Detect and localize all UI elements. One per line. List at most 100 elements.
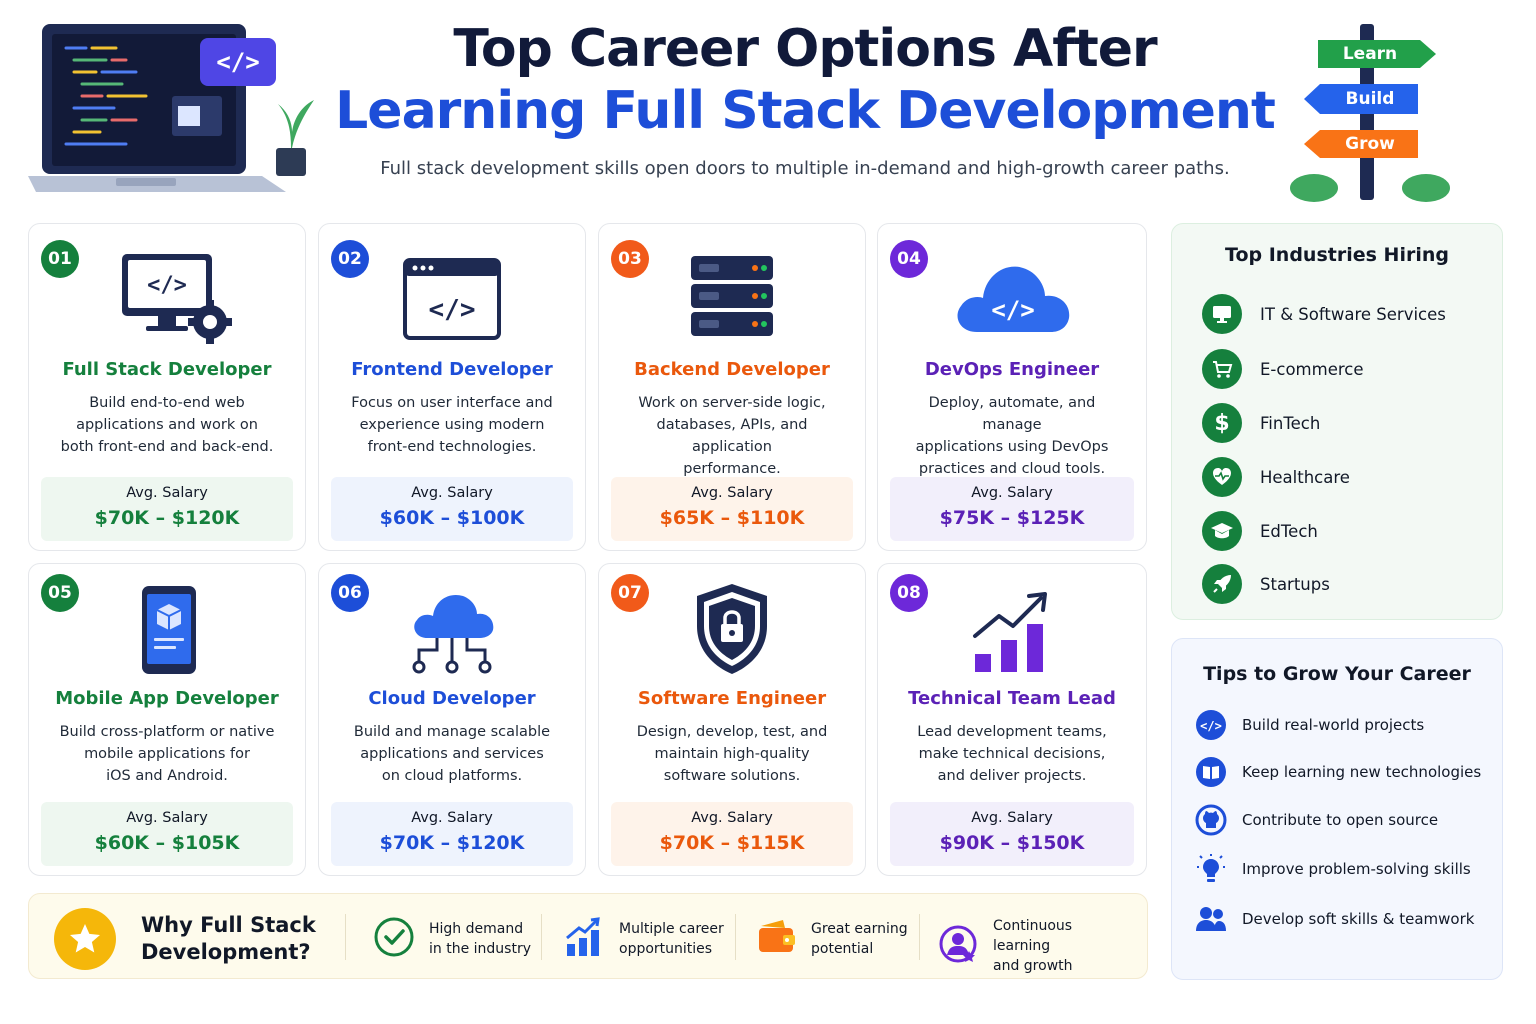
server-stack-icon [667,246,797,346]
salary-value: $90K – $150K [939,832,1085,854]
tip-item: Contribute to open source [1194,803,1438,837]
rocket-icon [1202,564,1242,604]
desc-line: maintain high-quality [654,746,810,762]
salary-value: $70K – $120K [379,832,525,854]
card-description: Design, develop, test, and maintain high… [619,721,845,787]
card-title: Mobile App Developer [55,688,279,709]
tip-item: Develop soft skills & teamwork [1194,902,1474,936]
card-title: Frontend Developer [351,359,553,380]
salary-box: Avg. Salary $60K – $100K [331,477,573,541]
industry-item: $ FinTech [1202,403,1320,443]
benefit-line: potential [811,941,874,957]
desc-line: iOS and Android. [106,768,228,784]
tips-panel: Tips to Grow Your Career </> Build real-… [1171,638,1503,980]
industry-label: IT & Software Services [1260,304,1446,324]
salary-box: Avg. Salary $70K – $120K [331,802,573,866]
svg-text:</>: </> [147,273,187,298]
svg-text:</>: </> [1200,719,1222,733]
desc-line: applications and work on [76,417,258,433]
salary-value: $65K – $110K [659,507,805,529]
benefit-line: High demand [429,921,524,937]
cloud-code-icon: </> [947,246,1077,346]
card-title: Technical Team Lead [908,688,1116,709]
career-card-frontend-developer: 02 </> Frontend Developer Focus on user … [318,223,586,551]
laptop-illustration: </> [26,20,326,205]
shield-lock-icon [667,578,797,678]
card-number-badge: 04 [890,240,928,278]
benefit-text: Continuous learning and growth [993,916,1133,976]
industry-item: Healthcare [1202,457,1350,497]
industry-item: IT & Software Services [1202,294,1446,334]
desc-line: Design, develop, test, and [636,724,828,740]
desc-line: performance. [683,461,781,477]
card-description: Build and manage scalable applications a… [339,721,565,787]
desc-line: mobile applications for [84,746,250,762]
card-number-badge: 01 [41,240,79,278]
signpost-build: Build [1345,89,1395,109]
desc-line: both front-end and back-end. [60,439,274,455]
browser-code-icon: </> [387,246,517,346]
tip-label: Build real-world projects [1242,716,1425,734]
card-number-badge: 05 [41,574,79,612]
github-icon [1194,803,1228,837]
desc-line: and deliver projects. [937,768,1087,784]
smartphone-icon [102,578,232,678]
desc-line: front-end technologies. [367,439,537,455]
divider [541,914,542,960]
benefit-line: and growth [993,958,1073,974]
star-icon [54,908,116,970]
dollar-icon: $ [1202,403,1242,443]
salary-value: $70K – $120K [94,507,240,529]
career-card-backend-developer: 03 Backend Developer Work on server-side… [598,223,866,551]
bar-growth-icon [563,916,605,962]
industry-label: E-commerce [1260,359,1364,379]
divider [919,914,920,960]
desc-line: software solutions. [663,768,801,784]
desc-line: Build and manage scalable [353,724,551,740]
desc-line: databases, APIs, and application [656,417,808,455]
benefit-item: High demand in the industry [373,916,549,962]
title-line-1: Top Career Options After [453,19,1157,79]
salary-label: Avg. Salary [126,810,208,826]
why-full-stack-band: Why Full Stack Development? High demand … [28,893,1148,979]
industry-item: Startups [1202,564,1330,604]
industries-title: Top Industries Hiring [1225,244,1449,266]
svg-text:</>: </> [216,48,259,76]
benefit-text: Great earning potential [811,919,931,959]
career-card-devops-engineer: 04 </> DevOps Engineer Deploy, automate,… [877,223,1147,551]
industry-label: FinTech [1260,413,1321,433]
career-card-cloud-developer: 06 Cloud Developer Build and manage scal… [318,563,586,876]
signpost-grow: Grow [1345,134,1395,154]
card-description: Focus on user interface and experience u… [339,392,565,458]
desc-line: Build cross-platform or native [59,724,275,740]
card-number-badge: 06 [331,574,369,612]
salary-label: Avg. Salary [411,810,493,826]
page-title: Top Career Options After Learning Full S… [330,18,1280,142]
tips-title: Tips to Grow Your Career [1203,663,1471,685]
desc-line: experience using modern [359,417,545,433]
growth-chart-icon [947,578,1077,678]
salary-value: $70K – $115K [659,832,805,854]
industry-label: Healthcare [1260,467,1350,487]
desc-line: on cloud platforms. [381,768,523,784]
tip-label: Keep learning new technologies [1242,763,1482,781]
why-title-line: Why Full Stack [141,913,316,937]
salary-label: Avg. Salary [971,810,1053,826]
salary-box: Avg. Salary $65K – $110K [611,477,853,541]
learner-badge-icon [937,923,979,969]
tip-label: Improve problem-solving skills [1242,860,1471,878]
heart-pulse-icon [1202,457,1242,497]
career-card-full-stack-developer: 01 </> Full Stack Developer Build end-to… [28,223,306,551]
svg-text:</>: </> [991,296,1034,324]
why-title: Why Full Stack Development? [141,912,316,966]
signpost-illustration: Learn Build Grow [1280,20,1460,205]
check-circle-icon [373,916,415,962]
tip-item: Keep learning new technologies [1194,755,1481,789]
cloud-network-icon [387,578,517,678]
salary-label: Avg. Salary [691,485,773,501]
career-card-mobile-app-developer: 05 Mobile App Developer Build cross-plat… [28,563,306,876]
desc-line: Focus on user interface and [351,395,553,411]
benefit-line: opportunities [619,941,713,957]
card-number-badge: 03 [611,240,649,278]
desc-line: Lead development teams, [917,724,1107,740]
